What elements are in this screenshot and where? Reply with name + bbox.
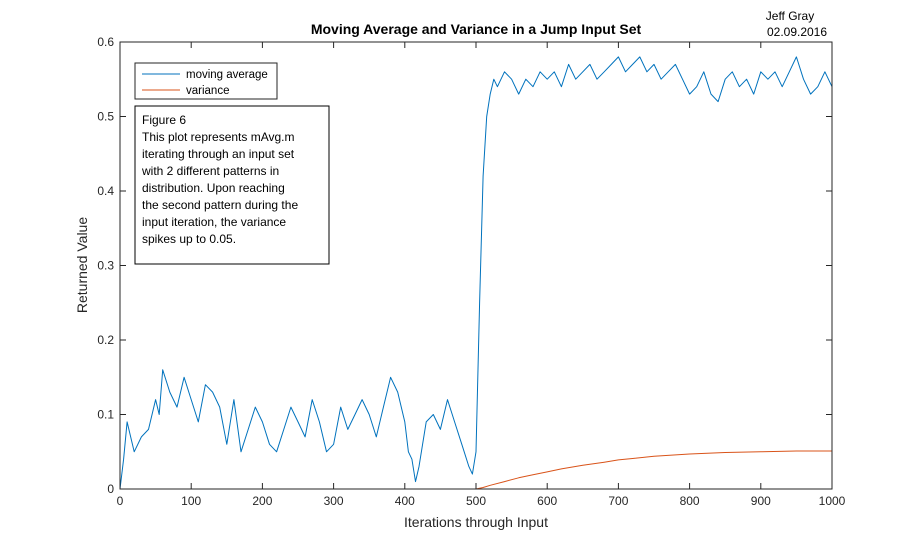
y-tick-label: 0.5 bbox=[97, 110, 114, 124]
chart-title: Moving Average and Variance in a Jump In… bbox=[311, 21, 642, 37]
x-tick-label: 400 bbox=[395, 494, 415, 508]
x-tick-label: 1000 bbox=[819, 494, 846, 508]
y-tick-label: 0.3 bbox=[97, 259, 114, 273]
x-tick-label: 700 bbox=[608, 494, 628, 508]
y-tick-label: 0.4 bbox=[97, 184, 114, 198]
x-tick-label: 500 bbox=[466, 494, 486, 508]
legend-box bbox=[134, 62, 278, 100]
annotation-line: distribution. Upon reaching bbox=[142, 181, 285, 195]
annotation-line: input iteration, the variance bbox=[142, 215, 286, 229]
y-tick-label: 0.2 bbox=[97, 333, 114, 347]
date-label: 02.09.2016 bbox=[767, 25, 827, 39]
series-line-moving-average bbox=[119, 56, 833, 490]
annotation-box: Figure 6 This plot represents mAvg.m ite… bbox=[134, 105, 330, 265]
y-tick-label: 0.6 bbox=[97, 35, 114, 49]
annotation-line: with 2 different patterns in bbox=[141, 164, 279, 178]
x-axis-title: Iterations through Input bbox=[404, 514, 548, 530]
x-tick-label: 300 bbox=[324, 494, 344, 508]
y-tick-label: 0.1 bbox=[97, 408, 114, 422]
legend: moving average variance bbox=[134, 62, 278, 100]
x-tick-label: 100 bbox=[181, 494, 201, 508]
annotation-line: This plot represents mAvg.m bbox=[142, 130, 295, 144]
axes-layer: 0 100 200 300 400 500 600 700 800 900 1000 0 0.1 0.2 0… bbox=[97, 35, 845, 508]
x-tick-label: 200 bbox=[252, 494, 272, 508]
y-tick-label: 0 bbox=[107, 482, 114, 496]
annotation-frame bbox=[134, 105, 330, 265]
x-tick-label: 800 bbox=[680, 494, 700, 508]
x-tick-label: 0 bbox=[117, 494, 124, 508]
annotation-line: iterating through an input set bbox=[142, 147, 295, 161]
x-tick-label: 600 bbox=[537, 494, 557, 508]
annotation-line: spikes up to 0.05. bbox=[142, 232, 236, 246]
annotation-line: the second pattern during the bbox=[142, 198, 298, 212]
legend-label-moving-average: moving average bbox=[186, 69, 268, 81]
author-name: Jeff Gray bbox=[766, 9, 814, 23]
annotation-line: Figure 6 bbox=[142, 113, 186, 127]
legend-label-variance: variance bbox=[186, 85, 229, 97]
x-tick-label: 900 bbox=[751, 494, 771, 508]
y-axis-title: Returned Value bbox=[74, 217, 90, 313]
